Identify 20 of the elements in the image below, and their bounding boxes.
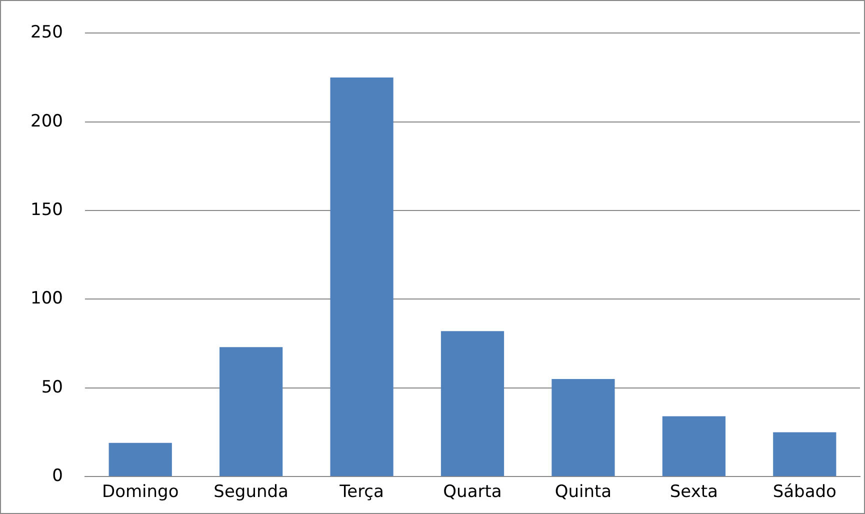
x-tick-label: Sexta <box>670 482 718 502</box>
bar <box>773 432 836 476</box>
x-tick-label: Quarta <box>443 482 502 502</box>
bar <box>220 347 283 476</box>
bar <box>330 78 394 476</box>
y-tick-label: 0 <box>52 466 63 486</box>
y-tick-label: 200 <box>30 111 63 132</box>
y-tick-label: 50 <box>41 377 63 398</box>
bar <box>108 442 172 476</box>
bar <box>440 331 504 476</box>
x-tick-label: Quinta <box>554 482 612 502</box>
y-tick-label: 100 <box>30 288 63 309</box>
bar <box>662 416 726 476</box>
x-tick-label: Terça <box>338 482 384 502</box>
y-tick-label: 150 <box>30 200 63 220</box>
x-tick-label: Segunda <box>214 482 288 502</box>
x-tick-label: Domingo <box>102 482 179 502</box>
y-tick-label: 250 <box>30 22 63 43</box>
x-tick-label: Sábado <box>772 482 836 502</box>
bar <box>552 379 615 476</box>
